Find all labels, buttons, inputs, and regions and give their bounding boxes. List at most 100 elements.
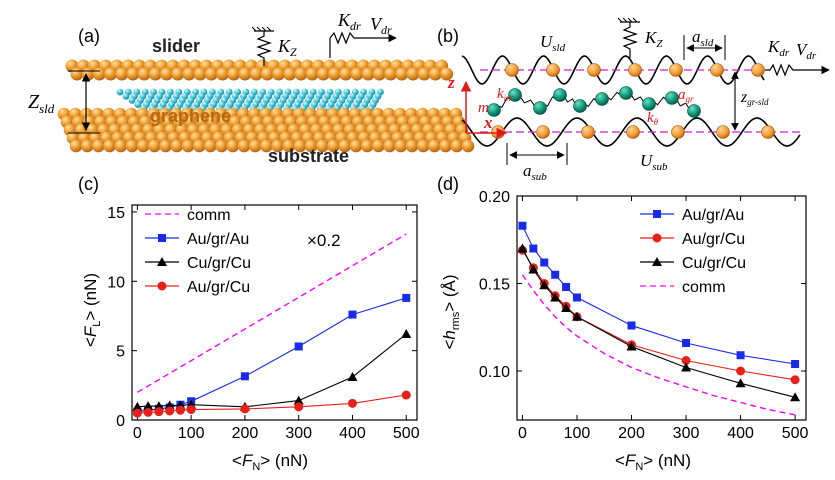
substrate-atom — [271, 139, 284, 153]
substrate-atom — [338, 139, 352, 153]
plot-frame — [516, 195, 807, 421]
slider-atom — [669, 63, 683, 77]
substrate-atom — [114, 139, 128, 153]
data-point-Cu-gr-Cu — [539, 280, 550, 290]
slider-atom — [505, 63, 519, 77]
data-point-Au-gr-Au — [529, 244, 538, 253]
substrate-atom — [204, 139, 217, 153]
graphene-atom — [533, 101, 547, 115]
substrate-atom — [316, 139, 329, 153]
legend-label: Cu/gr/Cu — [682, 255, 746, 272]
asld-label: asld — [692, 27, 714, 49]
data-point-Au-gr-Au — [518, 221, 527, 230]
graphene-spring-chain — [493, 90, 695, 114]
kz-spring-icon — [251, 26, 274, 66]
slider-atom — [316, 67, 330, 81]
legend-marker — [653, 210, 661, 218]
data-point-Au-gr-Cu — [165, 406, 175, 416]
legend-marker — [157, 257, 167, 266]
data-point-Au-gr-Cu — [681, 356, 691, 365]
panel-b-label: (b) — [437, 26, 459, 46]
chart-d: (d) 0 100 200 300 400 500 0.10 0.15 0.20 Au/gr/Au… — [437, 174, 809, 473]
kz-label-b: KZ — [644, 28, 663, 50]
data-point-Au-gr-Au — [682, 339, 691, 347]
legend-marker — [158, 234, 166, 242]
slider-atom — [227, 67, 241, 81]
substrate-atom — [103, 139, 116, 153]
graphene-atom — [642, 97, 656, 111]
panel-c-label: (c) — [78, 174, 99, 194]
legend-label: comm — [187, 207, 231, 224]
legend-label: Au/gr/Au — [682, 207, 744, 224]
data-point-Cu-gr-Cu — [132, 401, 143, 411]
chart-c-xlabel: <FN> (nN) — [232, 451, 308, 473]
data-point-Cu-gr-Cu — [626, 341, 637, 351]
slider-atom — [171, 67, 185, 81]
x-tick-label: 0 — [133, 425, 142, 442]
data-point-Au-gr-Au — [627, 321, 636, 330]
data-point-Cu-gr-Cu — [561, 303, 572, 312]
slider-atom — [328, 67, 342, 81]
slider-atom — [160, 67, 174, 81]
substrate-atom — [293, 139, 307, 153]
data-point-Au-gr-Cu — [790, 375, 800, 385]
substrate-atom — [248, 139, 262, 153]
substrate-atom — [439, 139, 452, 153]
data-point-Cu-gr-Cu — [790, 392, 801, 402]
substrate-atom — [626, 125, 640, 139]
slider-atom — [193, 67, 207, 81]
plot-frame — [131, 204, 418, 421]
series-line-comm — [521, 274, 796, 416]
kdr-spring-icon-b — [765, 63, 800, 77]
data-point-Cu-gr-Cu — [164, 400, 175, 410]
slider-atom-layer — [65, 59, 454, 81]
substrate-atom — [159, 139, 172, 153]
x-axis-label: x — [483, 113, 493, 132]
vdr-label: Vdr — [370, 14, 392, 37]
slider-atom — [249, 67, 263, 81]
graphene-atom — [595, 92, 609, 106]
panel-d-label: (d) — [437, 174, 459, 194]
data-point-Au-gr-Au — [348, 310, 357, 319]
legend-label: Au/gr/Cu — [187, 279, 250, 296]
kint-label: kint — [497, 86, 514, 103]
graphene-atoms-row — [487, 86, 701, 118]
substrate-atom — [349, 139, 363, 153]
slider-atom — [92, 67, 106, 81]
slider-atom — [137, 67, 151, 81]
graphene-atom — [665, 91, 679, 105]
data-point-Au-gr-Cu — [401, 390, 411, 400]
data-point-Au-gr-Cu — [154, 407, 164, 417]
substrate-atom — [304, 139, 318, 153]
x-tick-label: 0 — [518, 425, 527, 442]
series-line-Au-gr-Au — [522, 225, 796, 365]
graphene-atom — [508, 88, 522, 102]
legend-marker — [652, 233, 662, 243]
graphene-atom — [134, 101, 142, 108]
mass-label: m — [478, 100, 489, 116]
kdr-label-b: Kdr — [767, 37, 790, 59]
data-point-Cu-gr-Cu — [528, 264, 539, 274]
legend-marker — [652, 257, 662, 266]
legend-label: comm — [682, 279, 726, 296]
graphene-atom — [553, 88, 567, 102]
substrate-potential-wave — [461, 117, 801, 147]
substrate-atom — [215, 139, 228, 153]
slider-atom — [350, 67, 364, 81]
x-tick-label: 300 — [285, 425, 312, 442]
legend-label: Au/gr/Au — [187, 231, 249, 248]
slider-atom — [710, 63, 724, 77]
data-point-Cu-gr-Cu — [293, 395, 304, 405]
data-point-Au-gr-Au — [791, 360, 800, 368]
slider-atom — [305, 67, 319, 81]
slider-atom — [751, 63, 765, 77]
substrate-atom — [405, 139, 419, 153]
slider-atom — [272, 67, 286, 81]
substrate-atom — [181, 139, 195, 153]
slider-atom — [361, 67, 375, 81]
y-tick-label: 0 — [116, 413, 125, 430]
y-tick-label: 10 — [107, 274, 125, 291]
x-tick-label: 300 — [673, 425, 700, 442]
data-point-Au-gr-Cu — [132, 408, 142, 418]
substrate-atom — [327, 139, 340, 153]
